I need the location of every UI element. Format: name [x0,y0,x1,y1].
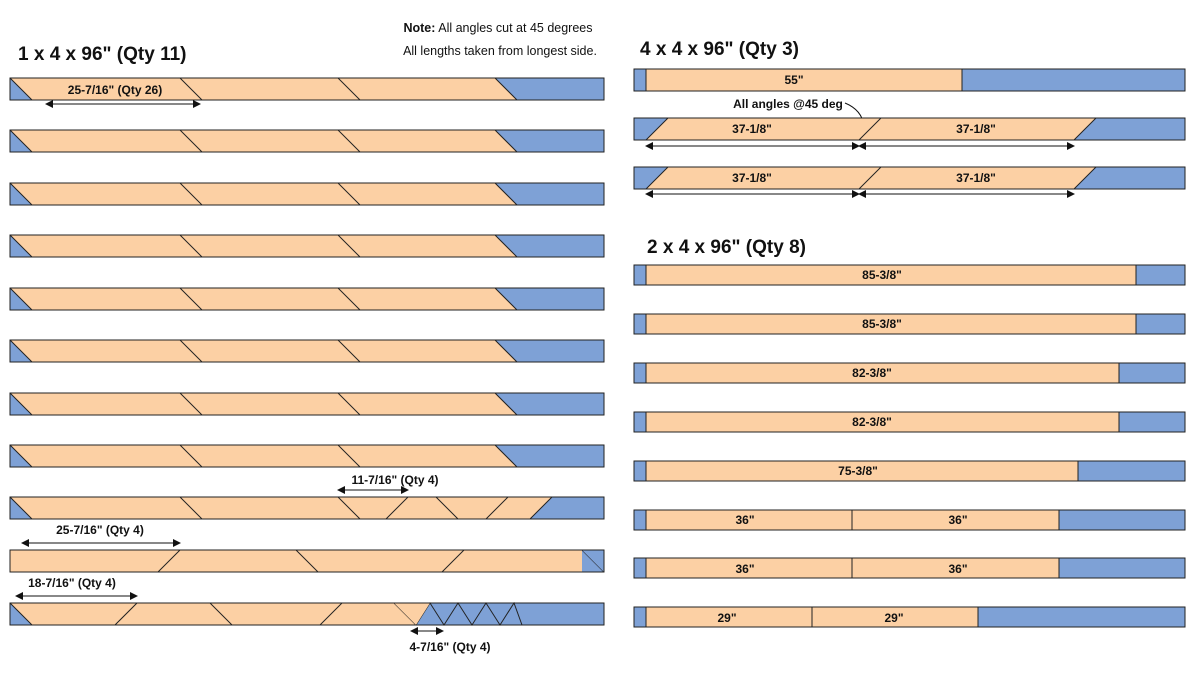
label-4-7-16-qty4: 4-7/16" (Qty 4) [409,640,490,654]
label-85-3-8-b: 85-3/8" [862,317,902,331]
label-29-b: 29" [884,611,903,625]
board-2x4-6 [633,509,1186,531]
board-1x4-3 [9,182,605,206]
label-82-3-8-a: 82-3/8" [852,366,892,380]
label-all-angles-45: All angles @45 deg [733,97,843,111]
label-25-7-16-qty4: 25-7/16" (Qty 4) [56,523,144,537]
label-36-a: 36" [735,513,754,527]
section-title-4x4: 4 x 4 x 96" (Qty 3) [640,39,799,60]
label-25-7-16-qty26: 25-7/16" (Qty 26) [68,83,162,97]
board-4x4-3 [633,166,1186,190]
board-1x4-11 [9,601,605,626]
section-title-1x4: 1 x 4 x 96" (Qty 11) [18,44,187,65]
label-37-1-8-a: 37-1/8" [732,122,772,136]
board-2x4-4 [633,411,1186,433]
board-2x4-3 [633,362,1186,384]
board-1x4-8 [9,444,605,468]
label-37-1-8-c: 37-1/8" [732,171,772,185]
label-18-7-16-qty4: 18-7/16" (Qty 4) [28,576,116,590]
label-36-c: 36" [735,562,754,576]
label-82-3-8-b: 82-3/8" [852,415,892,429]
label-75-3-8: 75-3/8" [838,464,878,478]
board-2x4-8 [633,606,1186,628]
label-11-7-16-qty4: 11-7/16" (Qty 4) [351,473,438,487]
board-1x4-7 [9,392,605,416]
label-55: 55" [784,73,803,87]
board-2x4-5 [633,460,1186,482]
board-1x4-5 [9,287,605,311]
label-36-b: 36" [948,513,967,527]
section-title-2x4: 2 x 4 x 96" (Qty 8) [647,237,806,258]
label-37-1-8-d: 37-1/8" [956,171,996,185]
board-4x4-1 [633,68,1186,92]
board-1x4-1 [9,77,605,101]
board-1x4-9 [9,496,605,520]
note-line-2: All lengths taken from longest side. [403,44,597,58]
board-1x4-2 [9,129,605,153]
board-1x4-10 [9,549,605,573]
label-36-d: 36" [948,562,967,576]
board-2x4-2 [633,313,1186,335]
label-85-3-8-a: 85-3/8" [862,268,902,282]
label-37-1-8-b: 37-1/8" [956,122,996,136]
note-line-1: Note: All angles cut at 45 degrees [403,21,592,35]
label-29-a: 29" [717,611,736,625]
board-4x4-2 [633,117,1186,141]
board-1x4-4 [9,234,605,258]
board-2x4-7 [633,557,1186,579]
board-2x4-1 [633,264,1186,286]
board-1x4-6 [9,339,605,363]
